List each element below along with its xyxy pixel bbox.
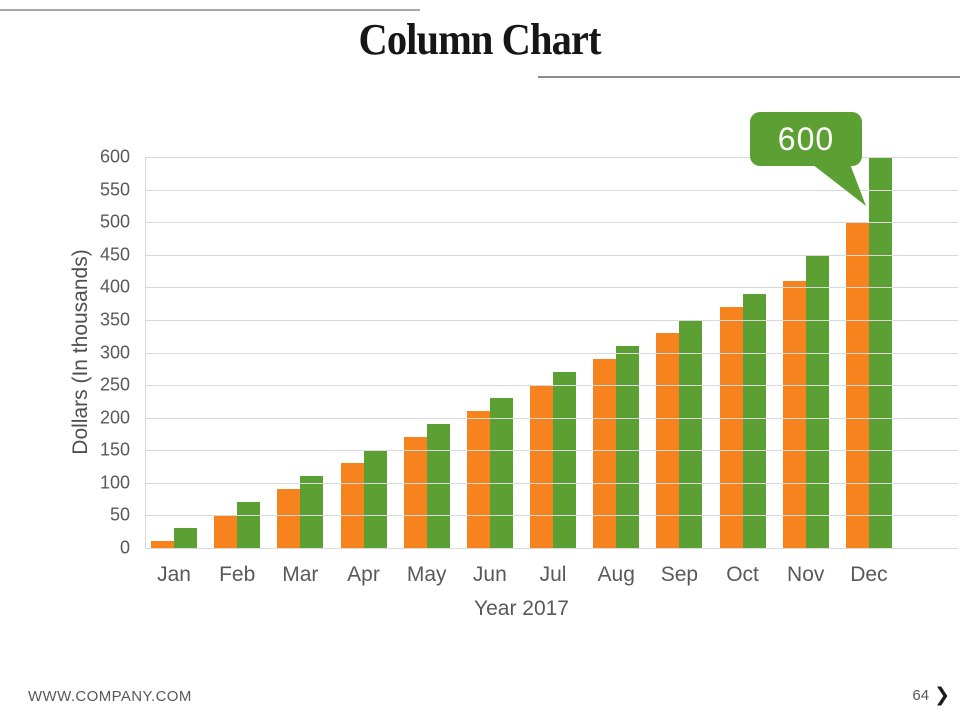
bar-group-may xyxy=(403,157,450,548)
gridline-250 xyxy=(145,385,958,387)
x-tick-label-may: May xyxy=(406,563,447,586)
series-2-bar-may xyxy=(426,424,450,548)
data-callout-value: 600 xyxy=(777,120,835,157)
series-2-bar-jan xyxy=(174,528,197,548)
x-tick-label-aug: Aug xyxy=(597,563,635,586)
gridline-400 xyxy=(145,287,958,289)
y-tick-label-450: 450 xyxy=(99,244,130,265)
gridline-450 xyxy=(145,254,958,256)
series-2-bar-jul xyxy=(553,372,577,548)
gridline-150 xyxy=(145,450,958,452)
y-tick-label-50: 50 xyxy=(109,504,130,525)
series-1-bar-nov xyxy=(782,280,806,548)
data-callout-tail xyxy=(812,164,866,206)
x-axis-labels: Jan Feb Mar Apr May Jun Jul Aug Sep Oct Nov Dec xyxy=(151,563,892,587)
x-tick-label-nov: Nov xyxy=(787,563,825,586)
y-tick-label-100: 100 xyxy=(99,472,130,493)
x-tick-label-mar: Mar xyxy=(282,563,319,586)
y-axis-labels: 600 550 500 450 400 350 300 250 200 150 100 50 0 xyxy=(0,147,136,558)
series-1-bar-jul xyxy=(530,385,554,548)
top-left-divider xyxy=(0,9,420,11)
data-callout-bubble: 600 xyxy=(750,112,862,166)
page-title: Column Chart xyxy=(359,15,602,64)
series-2-bar-aug xyxy=(616,345,640,548)
bar-group-jan xyxy=(151,157,197,548)
x-tick-label-jan: Jan xyxy=(157,563,191,586)
series-1-bar-feb xyxy=(214,515,238,548)
bar-group-jul xyxy=(530,157,577,548)
y-tick-label-150: 150 xyxy=(99,439,130,460)
series-2-bar-sep xyxy=(679,319,703,548)
series-1-bar-sep xyxy=(656,332,680,548)
y-tick-label-300: 300 xyxy=(99,342,130,362)
y-tick-label-550: 550 xyxy=(99,179,130,200)
series-2-bar-nov xyxy=(805,254,829,548)
bar-group-nov xyxy=(782,157,829,548)
gridline-0 xyxy=(145,548,958,549)
page-number: 64 xyxy=(912,687,930,704)
series-1-bar-jan xyxy=(151,541,174,548)
y-tick-label-200: 200 xyxy=(99,407,130,428)
plot-area xyxy=(145,157,958,549)
bar-group-feb xyxy=(214,157,261,548)
series-1-bar-oct xyxy=(719,306,743,548)
x-tick-label-sep: Sep xyxy=(660,563,699,586)
gridline-50 xyxy=(145,515,958,517)
y-tick-label-250: 250 xyxy=(99,374,130,395)
x-tick-label-jul: Jul xyxy=(539,563,567,586)
series-1-bar-jun xyxy=(466,411,490,548)
bar-group-jun xyxy=(466,157,513,548)
series-1-bar-aug xyxy=(593,359,617,548)
bar-group-mar xyxy=(277,157,324,548)
footer-website: WWW.COMPANY.COM xyxy=(28,688,192,705)
y-tick-label-600: 600 xyxy=(99,146,130,167)
y-tick-label-350: 350 xyxy=(99,309,130,330)
gridline-100 xyxy=(145,482,958,484)
x-tick-label-oct: Oct xyxy=(726,563,759,586)
series-2-bar-feb xyxy=(237,502,261,548)
series-1-bar-mar xyxy=(277,489,301,548)
gridline-350 xyxy=(145,319,958,321)
gridline-200 xyxy=(145,417,958,419)
gridline-500 xyxy=(145,222,958,224)
bar-group-sep xyxy=(656,157,703,548)
y-tick-label-500: 500 xyxy=(99,211,130,232)
series-2-bar-mar xyxy=(300,476,324,548)
series-2-bar-jun xyxy=(489,398,513,548)
bar-group-apr xyxy=(340,157,387,548)
gridline-550 xyxy=(145,189,958,191)
x-tick-label-jun: Jun xyxy=(472,563,507,586)
y-tick-label-0: 0 xyxy=(119,537,130,558)
x-tick-label-dec: Dec xyxy=(850,563,888,586)
x-tick-label-feb: Feb xyxy=(219,563,256,586)
y-tick-label-400: 400 xyxy=(99,276,130,297)
series-1-bar-may xyxy=(403,437,427,548)
bar-group-aug xyxy=(593,157,640,548)
series-2-bar-apr xyxy=(363,450,387,548)
series-1-bar-apr xyxy=(340,463,364,548)
gridline-300 xyxy=(145,352,958,354)
x-axis-title: Year 2017 xyxy=(474,597,569,620)
title-underline xyxy=(538,76,960,78)
series-2-bar-oct xyxy=(742,293,766,548)
next-slide-chevron-icon[interactable]: ❯ xyxy=(934,685,950,706)
gridline-600 xyxy=(145,157,958,158)
bar-group-oct xyxy=(719,157,766,548)
footer-page-area: 64 ❯ xyxy=(912,686,950,705)
x-tick-label-apr: Apr xyxy=(347,563,380,586)
